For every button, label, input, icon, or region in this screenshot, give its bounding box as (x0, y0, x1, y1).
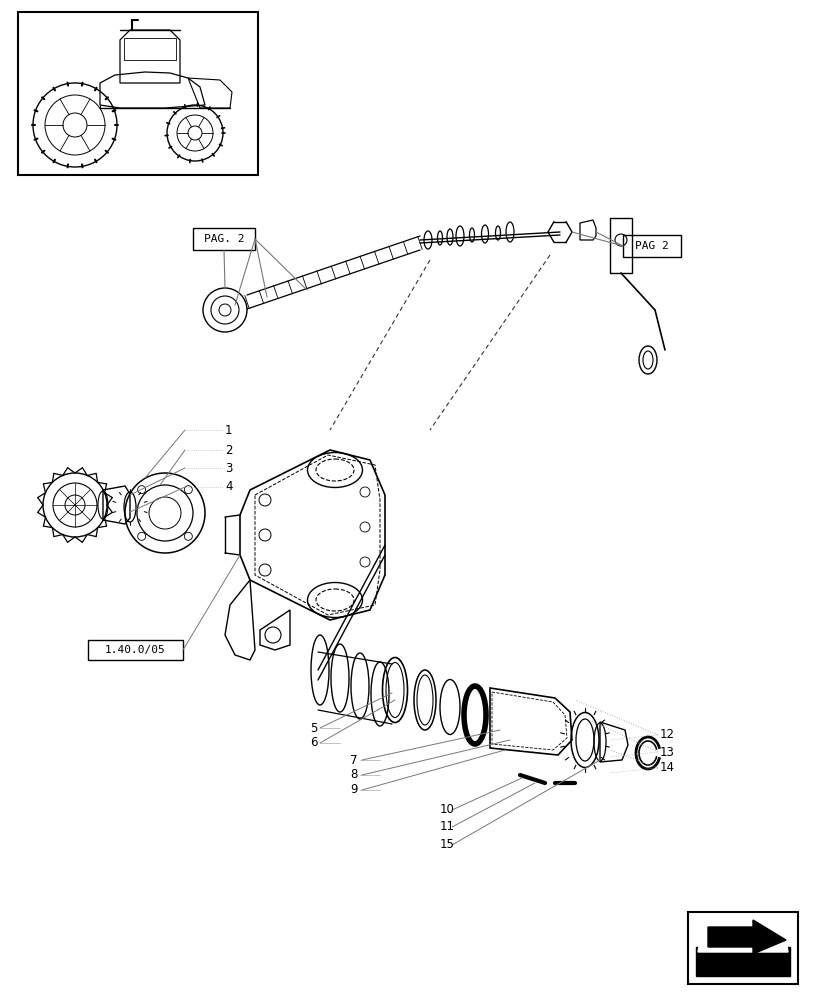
Bar (609, 218, 631, 273)
Bar (193, 228, 255, 250)
Text: 14: 14 (659, 761, 674, 774)
Polygon shape (707, 920, 785, 954)
Text: 5: 5 (309, 722, 317, 734)
Text: 7: 7 (350, 754, 357, 766)
Bar (18, 12, 258, 175)
Text: 3: 3 (225, 462, 232, 475)
Text: PAG 2: PAG 2 (634, 241, 668, 251)
Text: 2: 2 (225, 444, 232, 456)
Text: PAG. 2: PAG. 2 (203, 234, 244, 244)
Text: 10: 10 (439, 803, 454, 816)
Text: 12: 12 (659, 728, 674, 742)
Bar (88, 640, 183, 660)
Text: 11: 11 (439, 820, 455, 833)
Text: 4: 4 (225, 481, 232, 493)
Polygon shape (697, 922, 787, 952)
Text: 9: 9 (350, 783, 357, 796)
Text: 8: 8 (350, 768, 357, 781)
Text: 1: 1 (225, 424, 232, 436)
Text: 13: 13 (659, 746, 674, 758)
Bar (622, 235, 680, 257)
Bar (687, 912, 797, 984)
Text: 6: 6 (309, 736, 317, 750)
Text: 1.40.0/05: 1.40.0/05 (104, 645, 165, 655)
Polygon shape (696, 947, 789, 976)
Text: 15: 15 (439, 838, 454, 851)
